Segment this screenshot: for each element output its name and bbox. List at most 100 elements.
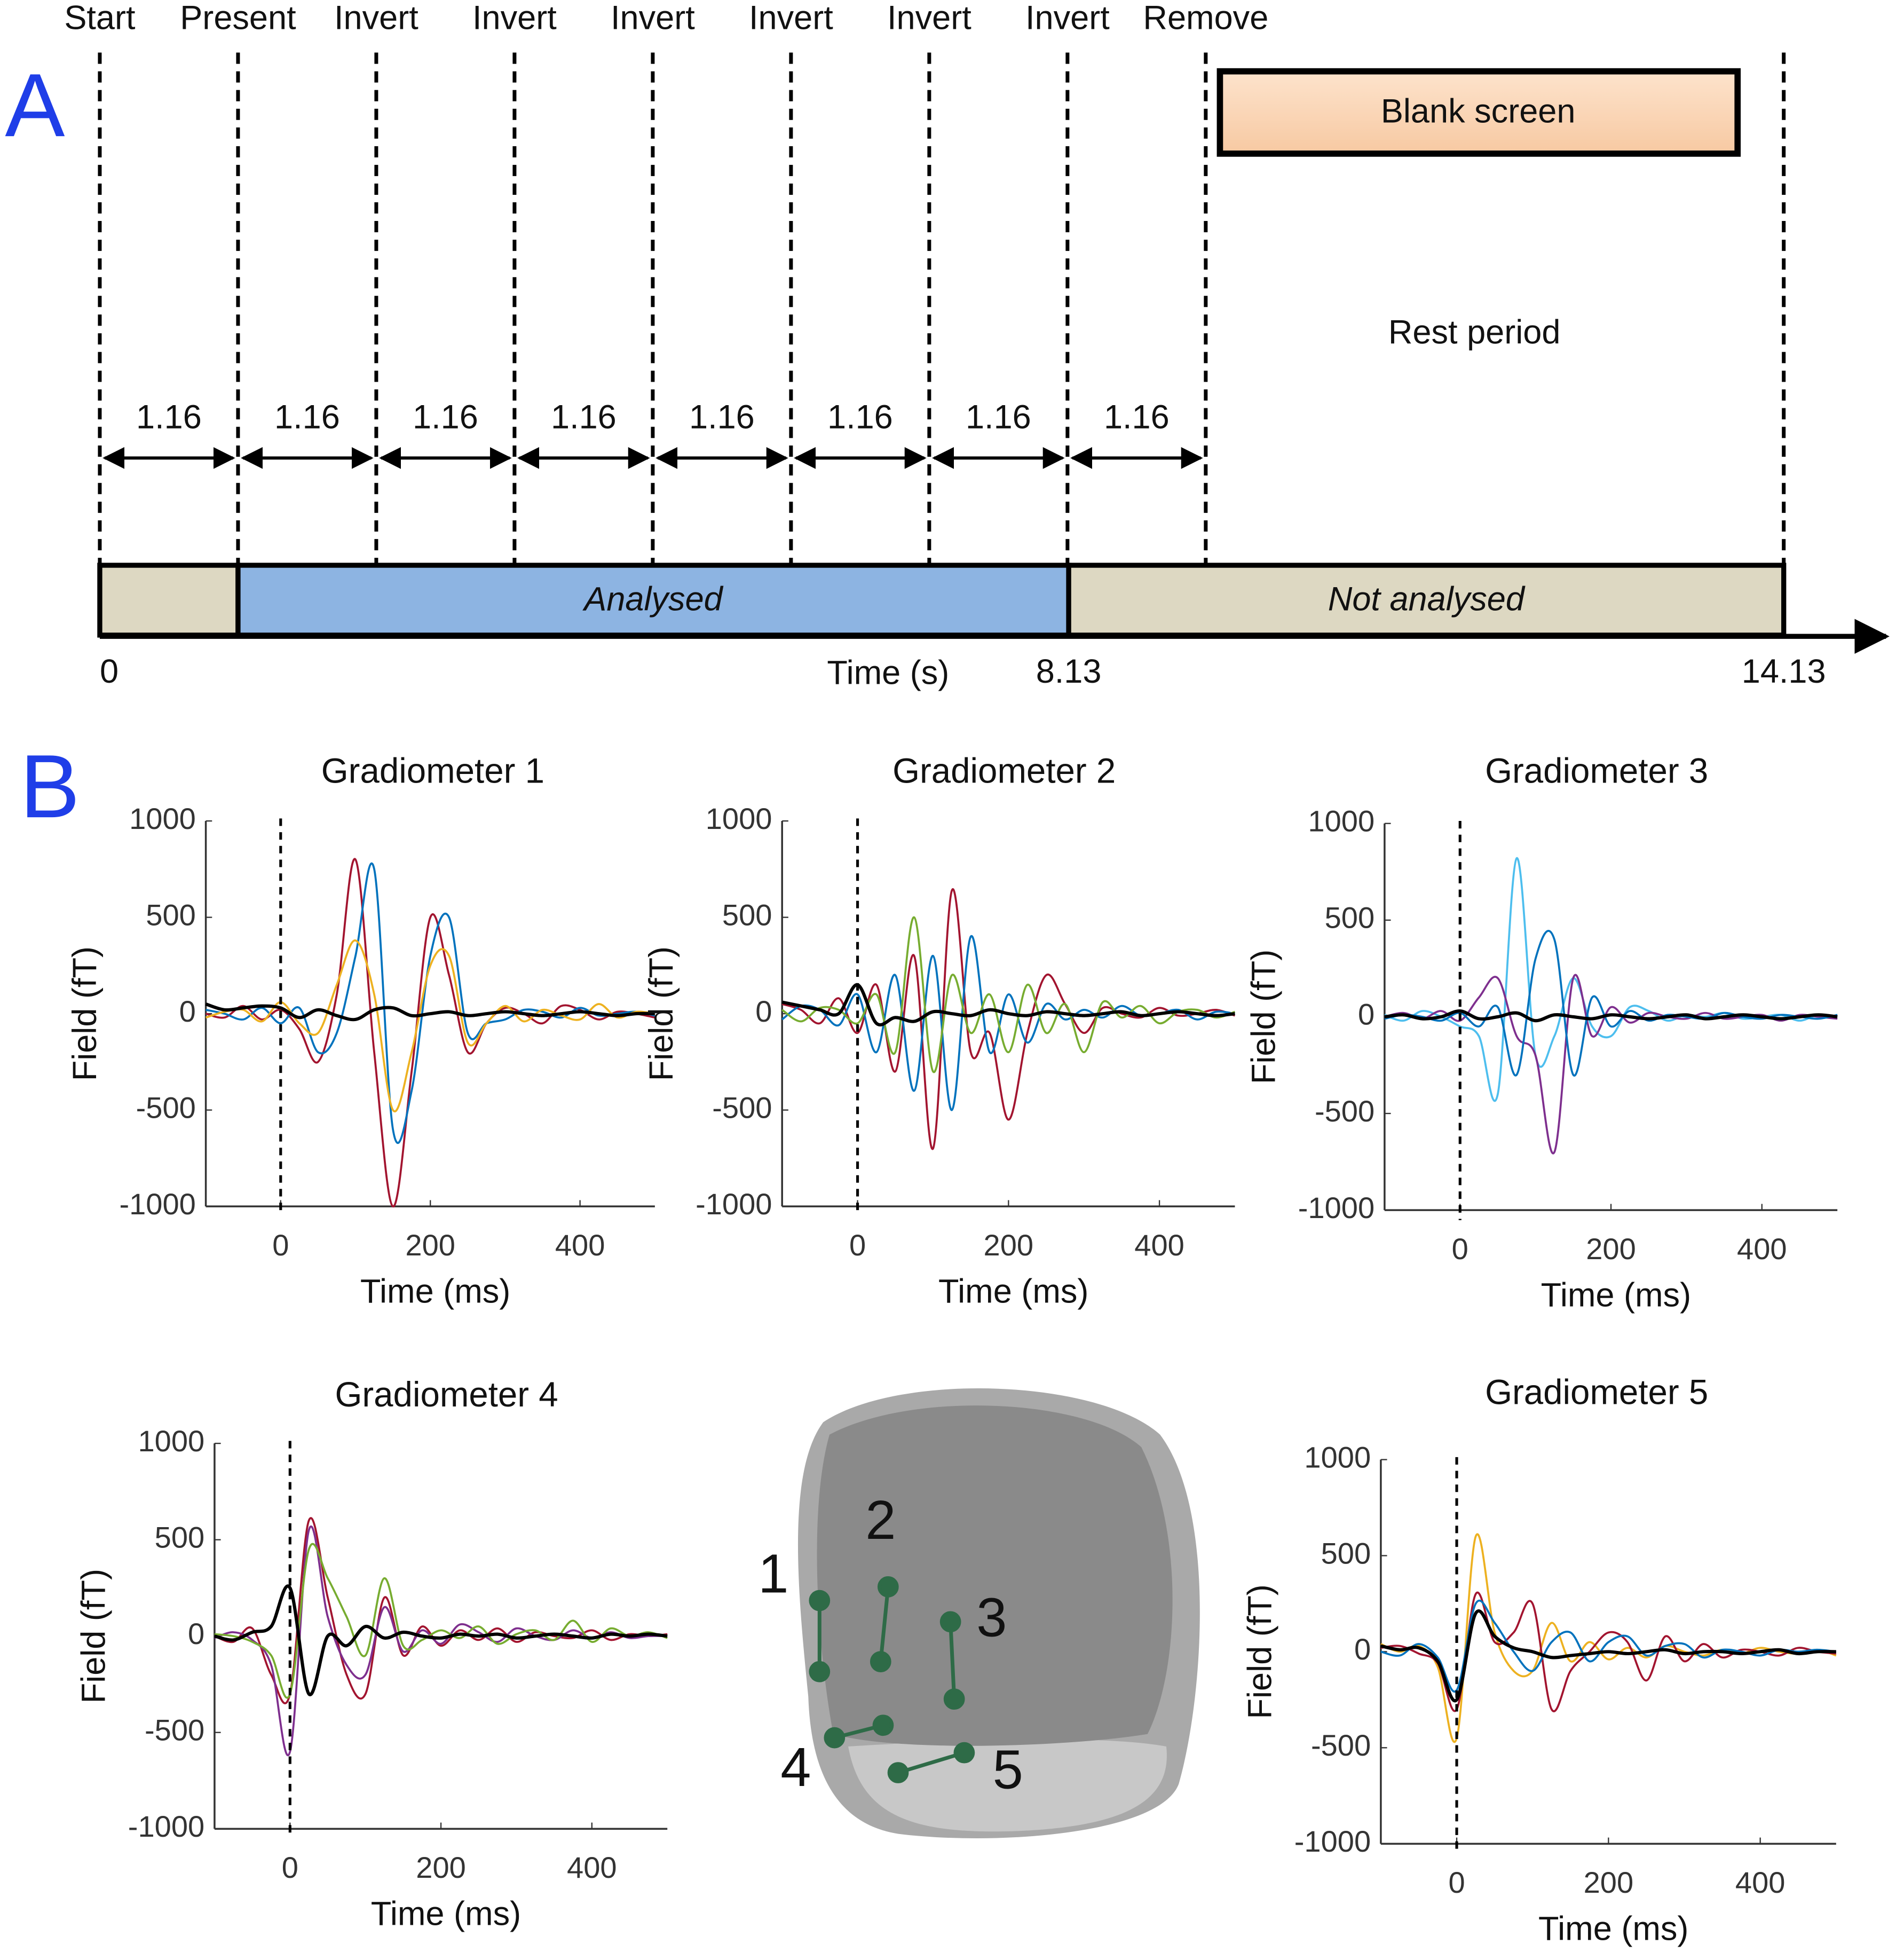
- x-axis-label: Time (ms): [371, 1895, 521, 1932]
- sensors: [809, 1576, 975, 1783]
- y-tick-label: 500: [155, 1520, 205, 1554]
- chart: Gradiometer 1 -1000 -500 0 500 1000 0 200 400 Tim…: [66, 752, 655, 1310]
- y-tick-label: -500: [136, 1090, 196, 1124]
- not-analysed-label: Not analysed: [1328, 580, 1526, 618]
- waveform: [1384, 974, 1838, 1155]
- x-tick-label: 400: [555, 1228, 605, 1262]
- waveform: [214, 1543, 668, 1699]
- sensor-label: 5: [993, 1739, 1023, 1800]
- event-label: Invert: [472, 0, 557, 36]
- x-tick-label: 8.13: [1036, 653, 1102, 690]
- event-label: Invert: [334, 0, 418, 36]
- interval-label: 1.16: [136, 398, 202, 436]
- not-analysed-block: [1066, 563, 1787, 638]
- y-tick-label: 1000: [129, 802, 196, 835]
- y-axis-label: Field (fT): [1245, 950, 1283, 1084]
- y-tick-label: 0: [1358, 998, 1374, 1031]
- sensor-label: 4: [780, 1736, 811, 1798]
- y-tick-label: 0: [179, 994, 196, 1028]
- y-tick-label: 1000: [1304, 1440, 1371, 1474]
- y-tick-label: 0: [755, 994, 772, 1028]
- x-tick-label: 0: [282, 1851, 298, 1884]
- interval-label: 1.16: [966, 398, 1031, 436]
- waveform: [214, 1517, 668, 1704]
- panel-letter: B: [20, 736, 80, 836]
- waveform: [1384, 1009, 1838, 1023]
- y-tick-label: -1000: [1294, 1824, 1371, 1858]
- x-axis-label: Time (ms): [938, 1273, 1088, 1310]
- blank-screen-label: Blank screen: [1381, 93, 1576, 130]
- interval-label: 1.16: [413, 398, 478, 436]
- x-tick-label: 400: [1737, 1232, 1787, 1266]
- y-tick-label: -1000: [128, 1809, 204, 1843]
- x-tick-label: 400: [1134, 1228, 1184, 1262]
- x-tick-label: 0: [100, 653, 118, 690]
- interval-label: 1.16: [551, 398, 617, 436]
- y-tick-label: -500: [145, 1713, 204, 1747]
- x-tick-label: 200: [1584, 1866, 1634, 1899]
- waveform: [781, 888, 1236, 1150]
- waveform: [206, 862, 655, 1144]
- waveform: [1380, 1599, 1837, 1693]
- chart: Gradiometer 5 -1000 -500 0 500 1000 0 200 400 Tim…: [1242, 1372, 1837, 1948]
- interval-label: 1.16: [1104, 398, 1170, 436]
- y-tick-label: -1000: [1298, 1191, 1374, 1224]
- waveform: [214, 1525, 668, 1757]
- waveform: [1384, 857, 1838, 1102]
- chart: Gradiometer 4 -1000 -500 0 500 1000 0 200 400 Tim…: [75, 1375, 668, 1932]
- timeline-block: [97, 563, 241, 638]
- waveform: [214, 1584, 668, 1696]
- panel-letter: A: [5, 55, 65, 155]
- interval-label: 1.16: [689, 398, 755, 436]
- x-tick-label: 0: [1452, 1232, 1468, 1266]
- waveform: [206, 858, 655, 1208]
- x-tick-label: 200: [405, 1228, 455, 1262]
- x-tick-label: 0: [272, 1228, 289, 1262]
- x-tick-label: 400: [567, 1851, 617, 1884]
- interval-label: 1.16: [827, 398, 893, 436]
- x-tick-label: 400: [1735, 1866, 1786, 1899]
- sensor-label: 3: [976, 1586, 1007, 1648]
- waveform: [206, 939, 655, 1112]
- event-label: Start: [64, 0, 136, 36]
- blank-screen-box: [1216, 68, 1741, 157]
- y-axis-label: Field (fT): [1242, 1584, 1279, 1719]
- x-tick-label: 200: [984, 1228, 1034, 1262]
- chart: Gradiometer 3 -1000 -500 0 500 1000 0 200 400 Tim…: [1245, 752, 1838, 1314]
- event-label: Invert: [887, 0, 971, 36]
- event-label: Remove: [1143, 0, 1268, 36]
- event-label: Invert: [611, 0, 695, 36]
- chart-title: Gradiometer 1: [321, 752, 544, 791]
- x-tick-label: 200: [1586, 1232, 1636, 1266]
- y-tick-label: 500: [1321, 1536, 1371, 1570]
- y-axis-label: Field (fT): [643, 946, 680, 1081]
- rest-period-label: Rest period: [1388, 313, 1561, 351]
- x-tick-label: 200: [416, 1851, 466, 1884]
- head-skull: [817, 1405, 1173, 1746]
- sensor-label: 1: [758, 1543, 788, 1605]
- waveform: [1380, 1609, 1836, 1703]
- event-label: Invert: [1025, 0, 1110, 36]
- waveform: [205, 1002, 655, 1022]
- x-axis-label: Time (ms): [1541, 1276, 1691, 1314]
- chart: Gradiometer 2 -1000 -500 0 500 1000 0 200 400 Tim…: [643, 752, 1236, 1310]
- x-axis-label: Time (ms): [1538, 1910, 1688, 1948]
- y-tick-label: 1000: [1308, 804, 1374, 838]
- chart-title: Gradiometer 4: [335, 1375, 558, 1414]
- y-axis-label: Field (fT): [75, 1569, 113, 1703]
- y-tick-label: 500: [1325, 901, 1375, 935]
- y-tick-label: -500: [712, 1090, 772, 1124]
- chart-title: Gradiometer 5: [1485, 1372, 1708, 1411]
- head: 1 2 3 4 5: [758, 1388, 1200, 1838]
- waveform: [1384, 930, 1838, 1077]
- y-tick-label: 0: [1354, 1632, 1371, 1666]
- y-tick-label: -1000: [119, 1187, 195, 1221]
- x-tick-label: 14.13: [1742, 653, 1826, 690]
- y-tick-label: 1000: [706, 802, 772, 835]
- y-tick-label: -1000: [696, 1187, 772, 1221]
- y-tick-label: 0: [188, 1617, 204, 1650]
- y-tick-label: -500: [1315, 1094, 1374, 1128]
- waveform: [781, 916, 1236, 1073]
